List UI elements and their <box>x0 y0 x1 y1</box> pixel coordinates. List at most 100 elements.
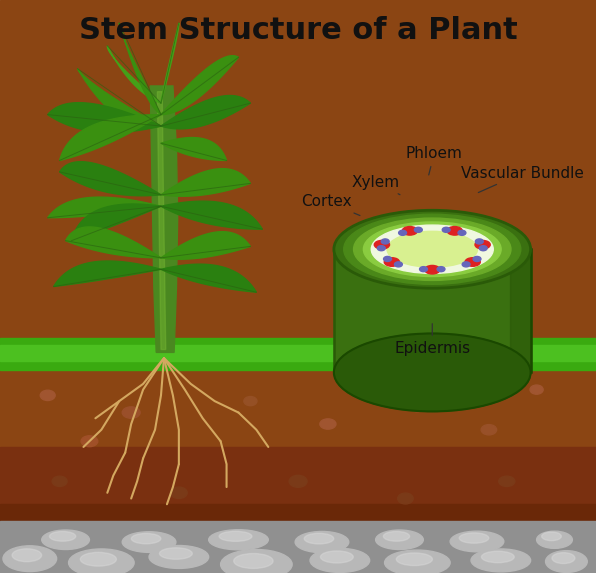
Ellipse shape <box>419 266 427 272</box>
Bar <box>0 283 596 293</box>
Bar <box>0 230 596 240</box>
Ellipse shape <box>12 549 41 562</box>
Bar <box>0 176 596 187</box>
Ellipse shape <box>40 390 55 401</box>
Ellipse shape <box>447 226 462 235</box>
Ellipse shape <box>68 549 134 573</box>
Ellipse shape <box>499 476 515 486</box>
Ellipse shape <box>381 239 389 244</box>
Text: Cortex: Cortex <box>301 194 360 215</box>
Ellipse shape <box>442 227 450 232</box>
Ellipse shape <box>462 262 470 267</box>
Ellipse shape <box>479 246 487 251</box>
Ellipse shape <box>122 532 176 552</box>
Ellipse shape <box>49 532 76 541</box>
Bar <box>0 96 596 107</box>
Bar <box>0 194 596 205</box>
Text: Phloem: Phloem <box>406 146 463 175</box>
Polygon shape <box>334 249 530 372</box>
Text: Xylem: Xylem <box>352 175 400 195</box>
Bar <box>0 345 596 361</box>
Bar <box>0 292 596 302</box>
Bar <box>0 70 596 80</box>
Bar <box>0 309 596 320</box>
Ellipse shape <box>459 533 489 543</box>
Ellipse shape <box>160 548 192 559</box>
Bar <box>0 0 596 9</box>
Bar <box>0 34 596 45</box>
Ellipse shape <box>458 230 466 236</box>
Bar <box>0 248 596 258</box>
Bar <box>0 212 596 222</box>
Polygon shape <box>161 264 256 292</box>
Ellipse shape <box>473 257 481 261</box>
Bar <box>0 257 596 266</box>
Bar <box>0 115 596 124</box>
Ellipse shape <box>275 85 380 121</box>
Bar <box>0 336 596 346</box>
Polygon shape <box>59 115 161 160</box>
Ellipse shape <box>81 435 98 447</box>
Bar <box>0 345 596 355</box>
Ellipse shape <box>425 265 440 274</box>
Ellipse shape <box>398 230 407 236</box>
Bar <box>0 52 596 62</box>
Ellipse shape <box>47 39 119 64</box>
Ellipse shape <box>437 266 445 272</box>
Ellipse shape <box>52 476 67 486</box>
Polygon shape <box>161 138 227 160</box>
Bar <box>0 265 596 275</box>
Bar <box>0 123 596 133</box>
Polygon shape <box>157 92 166 350</box>
Bar <box>0 327 596 337</box>
Ellipse shape <box>364 222 501 277</box>
Ellipse shape <box>475 241 490 249</box>
Bar <box>0 186 596 195</box>
Polygon shape <box>510 249 530 372</box>
Ellipse shape <box>80 552 116 566</box>
Polygon shape <box>161 231 250 259</box>
Bar <box>0 43 596 53</box>
Bar <box>0 447 596 516</box>
Bar <box>0 105 596 116</box>
Bar <box>0 7 596 18</box>
Polygon shape <box>107 46 161 103</box>
Ellipse shape <box>219 531 252 541</box>
Ellipse shape <box>209 529 268 550</box>
Polygon shape <box>161 201 262 229</box>
Polygon shape <box>161 23 179 103</box>
Bar <box>0 141 596 151</box>
Polygon shape <box>59 162 161 196</box>
Ellipse shape <box>376 530 424 550</box>
Ellipse shape <box>221 550 292 573</box>
Polygon shape <box>161 96 250 129</box>
Bar <box>0 521 596 573</box>
Ellipse shape <box>374 226 490 272</box>
Ellipse shape <box>471 549 530 572</box>
Ellipse shape <box>475 239 483 244</box>
Ellipse shape <box>61 58 153 91</box>
Circle shape <box>0 29 179 201</box>
Circle shape <box>24 52 155 178</box>
Bar <box>0 61 596 71</box>
Polygon shape <box>47 103 161 132</box>
Ellipse shape <box>415 227 422 232</box>
Ellipse shape <box>397 553 433 566</box>
Ellipse shape <box>344 214 521 284</box>
Ellipse shape <box>295 532 349 552</box>
Polygon shape <box>53 261 161 286</box>
Ellipse shape <box>374 241 389 249</box>
Ellipse shape <box>320 551 353 563</box>
Ellipse shape <box>385 550 450 573</box>
Bar <box>0 221 596 231</box>
Ellipse shape <box>252 110 344 142</box>
Bar <box>0 168 596 178</box>
Ellipse shape <box>20 55 99 83</box>
Bar <box>0 319 596 329</box>
Ellipse shape <box>334 333 530 411</box>
Ellipse shape <box>398 493 413 504</box>
Ellipse shape <box>234 554 273 568</box>
Polygon shape <box>47 197 161 218</box>
Ellipse shape <box>450 531 504 552</box>
Bar <box>0 25 596 36</box>
